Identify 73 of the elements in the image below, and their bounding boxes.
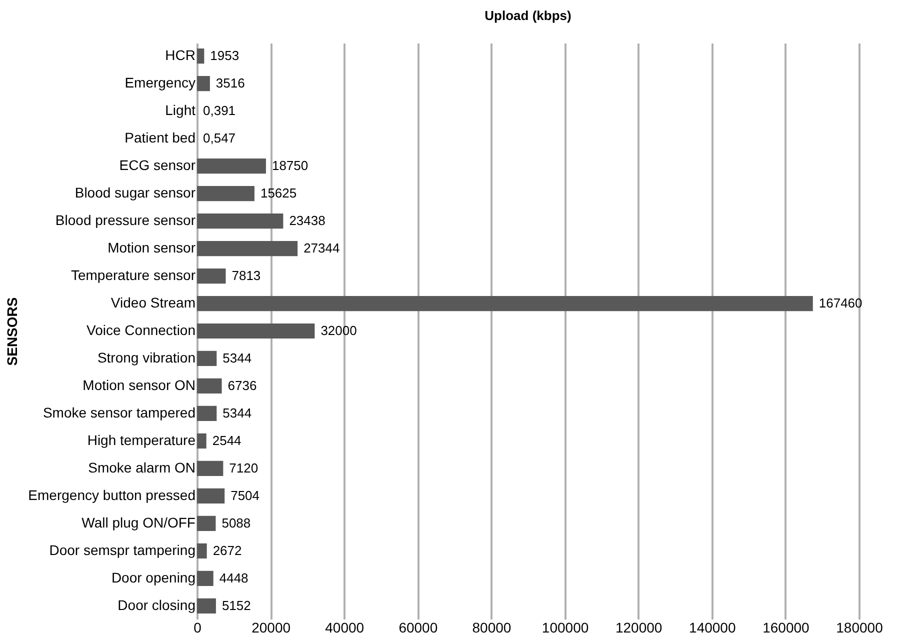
- bar: [197, 268, 226, 284]
- y-tick-label: Blood sugar sensor: [74, 184, 196, 201]
- y-tick-label: ECG sensor: [119, 157, 196, 174]
- bar: [197, 516, 216, 532]
- y-tick-label: Temperature sensor: [70, 267, 196, 284]
- data-label: 2672: [212, 542, 242, 558]
- y-tick-label: Strong vibration: [97, 349, 196, 366]
- bar: [197, 158, 266, 174]
- data-label: 2544: [212, 432, 242, 448]
- data-label: 5344: [222, 350, 252, 366]
- y-tick-label: Voice Connection: [86, 322, 196, 338]
- data-label: 3516: [216, 76, 245, 91]
- bar: [197, 213, 284, 229]
- y-tick-label: Video Stream: [110, 294, 196, 311]
- x-tick-label: 60000: [398, 620, 438, 636]
- y-tick-label: Motion sensor ON: [82, 376, 196, 393]
- y-tick-label: Light: [165, 102, 196, 118]
- y-tick-label: Smoke alarm ON: [88, 459, 196, 476]
- bar: [197, 598, 216, 614]
- y-tick-label: Motion sensor: [108, 240, 196, 256]
- y-tick-label: Door opening: [111, 569, 196, 586]
- bar: [197, 186, 254, 202]
- bar: [197, 323, 315, 339]
- x-tick-label: 140000: [689, 620, 736, 636]
- data-label: 0,547: [203, 130, 236, 146]
- x-tick-label: 0: [194, 620, 202, 636]
- x-tick-label: 40000: [325, 620, 364, 636]
- data-label: 23438: [289, 213, 326, 228]
- bar: [197, 543, 207, 559]
- y-tick-label: Emergency: [124, 74, 196, 91]
- bar: [197, 433, 206, 449]
- data-label: 27344: [304, 240, 340, 256]
- bar: [197, 350, 217, 366]
- data-label: 167460: [818, 296, 862, 311]
- y-axis-title: SENSORS: [4, 297, 20, 366]
- y-tick-label: HCR: [165, 47, 196, 64]
- y-tick-label: Door closing: [118, 596, 196, 613]
- y-tick-label: Patient bed: [124, 130, 196, 146]
- bar: [197, 406, 217, 422]
- data-label: 18750: [272, 158, 308, 174]
- data-label: 15625: [260, 186, 297, 201]
- bar: [197, 240, 298, 256]
- y-tick-label: Emergency button pressed: [28, 486, 196, 503]
- chart-title: Upload (kbps): [484, 8, 572, 23]
- data-label: 4448: [219, 570, 248, 586]
- x-tick-label: 160000: [762, 620, 810, 636]
- data-label: 0,391: [203, 103, 236, 118]
- data-label: 7120: [229, 460, 258, 476]
- bar: [197, 378, 222, 394]
- data-label: 5344: [222, 405, 252, 420]
- bar: [197, 488, 225, 504]
- data-label: 32000: [320, 323, 357, 338]
- x-tick-label: 180000: [836, 620, 884, 636]
- x-tick-label: 80000: [472, 620, 512, 636]
- bar: [197, 296, 813, 312]
- y-tick-label: High temperature: [87, 432, 196, 448]
- bar: [197, 460, 224, 476]
- bar: [197, 570, 214, 586]
- y-tick-label: Blood pressure sensor: [55, 212, 196, 228]
- data-label: 7504: [230, 488, 260, 503]
- data-label: 1953: [210, 48, 240, 64]
- data-label: 5088: [222, 515, 251, 530]
- bar: [197, 48, 204, 64]
- data-label: 7813: [232, 268, 261, 284]
- bar: [197, 76, 210, 92]
- y-tick-label: Smoke sensor tampered: [42, 404, 196, 420]
- y-tick-label: Door semspr tampering: [49, 542, 196, 558]
- data-label: 6736: [228, 378, 257, 393]
- x-tick-label: 20000: [252, 620, 291, 636]
- x-tick-label: 100000: [542, 620, 589, 636]
- data-label: 5152: [222, 598, 251, 613]
- y-tick-label: Wall plug ON/OFF: [82, 514, 196, 530]
- x-tick-label: 120000: [615, 620, 662, 636]
